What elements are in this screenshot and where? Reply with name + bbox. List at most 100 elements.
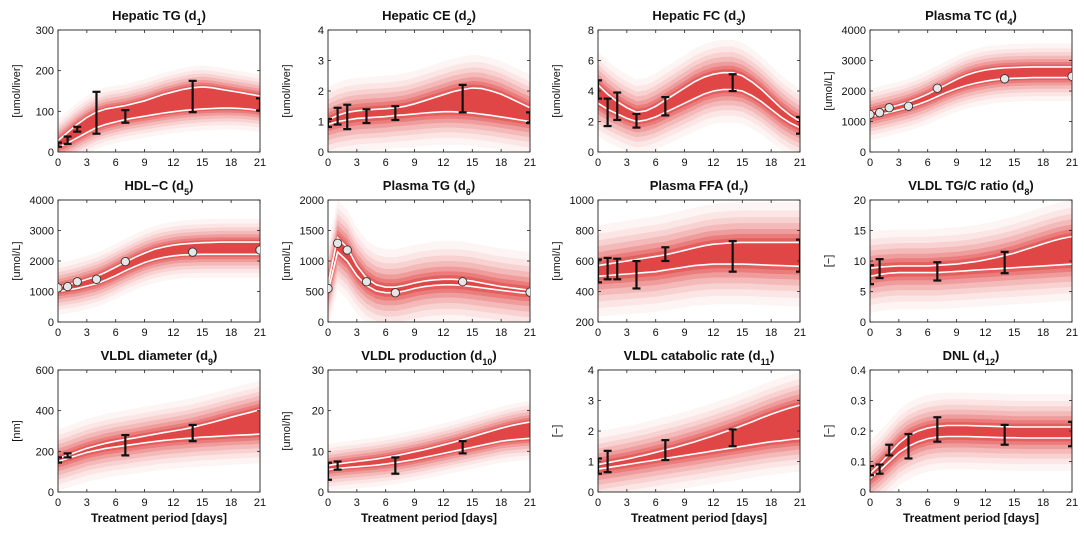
x-tick-label: 3 <box>84 327 90 339</box>
panel-11: 012340 3 6 9 12 15 18 21VLDL catabolic rate (d1… <box>551 348 806 525</box>
x-tick-label: 15 <box>196 327 208 339</box>
y-tick-label: 1 <box>588 457 594 469</box>
data-point <box>885 104 893 112</box>
y-tick-label: 1 <box>318 117 324 129</box>
x-tick-label: 12 <box>167 327 179 339</box>
x-tick-label: 15 <box>466 497 478 509</box>
y-tick-label: 0 <box>860 317 866 329</box>
x-tick-label: 21 <box>1066 157 1078 169</box>
y-tick-label: 2000 <box>300 195 324 207</box>
x-tick-label: 15 <box>1008 327 1020 339</box>
x-tick-label: 0 <box>325 497 331 509</box>
y-tick-label: 2 <box>588 117 594 129</box>
y-tick-label: 8 <box>588 25 594 37</box>
simulation-band <box>598 372 800 502</box>
panel-9: 02004006000 3 6 9 12 15 18 21VLDL diameter (d9)… <box>11 348 266 525</box>
y-tick-label: 200 <box>36 446 54 458</box>
x-tick-label: 15 <box>736 497 748 509</box>
panel-10: 01020300 3 6 9 12 15 18 21VLDL production (d10)… <box>281 348 536 525</box>
x-tick-label: 3 <box>84 157 90 169</box>
x-axis-label: Treatment period [days] <box>361 511 497 525</box>
y-tick-label: 0 <box>318 487 324 499</box>
panel-8: 0 5 10 15 20 0 3 6 9 12 15 18 21 VLDL TG/C ratio (d8)… <box>823 178 1078 339</box>
panel-title: DNL (d12) <box>943 348 1000 367</box>
data-point <box>92 275 100 283</box>
y-tick-label: 100 <box>36 106 54 118</box>
x-tick-label: 12 <box>979 157 991 169</box>
y-tick-label: 0 <box>318 147 324 159</box>
y-tick-label: 3 <box>318 56 324 68</box>
x-tick-label: 21 <box>1066 497 1078 509</box>
panel-6: 05001000150020000 3 6 9 12 15 18 21Plasma TG (d… <box>281 178 536 339</box>
panel-title: VLDL TG/C ratio (d8) <box>908 178 1033 197</box>
panel-title: VLDL catabolic rate (d11) <box>624 348 775 367</box>
x-tick-label: 18 <box>765 497 777 509</box>
panel-title: Hepatic CE (d2) <box>382 8 476 27</box>
x-tick-label: 9 <box>954 157 960 169</box>
simulation-band <box>328 200 530 332</box>
y-tick-label: 0 <box>48 487 54 499</box>
y-tick-label: 2 <box>318 86 324 98</box>
y-tick-label: 4000 <box>30 195 54 207</box>
x-tick-label: 18 <box>225 497 237 509</box>
y-tick-label: 10 <box>312 446 324 458</box>
panel-4: 010002000300040000 3 6 9 12 15 18 21Plasma TC (… <box>823 8 1078 169</box>
x-tick-label: 21 <box>254 497 266 509</box>
y-axis-label: [umol/liver] <box>551 64 563 117</box>
x-tick-label: 12 <box>707 327 719 339</box>
simulation-band <box>870 200 1072 313</box>
simulation-band <box>598 40 800 161</box>
x-tick-label: 18 <box>495 157 507 169</box>
x-tick-label: 6 <box>113 157 119 169</box>
x-tick-label: 9 <box>142 157 148 169</box>
panel-5: 010002000300040000 3 6 9 12 15 18 21HDL−C (d5)[… <box>11 178 266 339</box>
x-tick-label: 0 <box>55 497 61 509</box>
simulation-band <box>870 44 1072 141</box>
x-tick-label: 6 <box>383 157 389 169</box>
x-tick-label: 18 <box>225 327 237 339</box>
data-point <box>333 239 341 247</box>
x-tick-label: 15 <box>466 157 478 169</box>
x-tick-label: 0 <box>325 157 331 169</box>
x-tick-label: 0 <box>867 497 873 509</box>
x-axis-label: Treatment period [days] <box>903 511 1039 525</box>
data-point <box>866 110 874 118</box>
data-point <box>324 284 332 292</box>
y-axis-label: [umol/h] <box>281 411 293 450</box>
x-tick-label: 18 <box>765 157 777 169</box>
y-axis-label: [umol/L] <box>11 241 23 280</box>
y-tick-label: 800 <box>576 226 594 238</box>
y-tick-label: 200 <box>36 66 54 78</box>
y-tick-label: 0 <box>588 487 594 499</box>
x-tick-label: 3 <box>624 327 630 339</box>
x-tick-label: 6 <box>113 497 119 509</box>
x-tick-label: 0 <box>595 497 601 509</box>
x-tick-label: 9 <box>412 157 418 169</box>
x-tick-label: 12 <box>167 497 179 509</box>
x-tick-label: 15 <box>1008 497 1020 509</box>
y-axis-label: [umol/L] <box>281 241 293 280</box>
y-tick-label: 20 <box>312 406 324 418</box>
panel-title: VLDL diameter (d9) <box>101 348 218 367</box>
x-tick-label: 9 <box>142 497 148 509</box>
x-tick-label: 15 <box>196 497 208 509</box>
x-tick-label: 12 <box>707 157 719 169</box>
y-tick-label: 1000 <box>570 195 594 207</box>
data-point <box>121 257 129 265</box>
x-tick-label: 9 <box>682 327 688 339</box>
y-tick-label: 3000 <box>30 226 54 238</box>
x-tick-label: 12 <box>167 157 179 169</box>
y-tick-label: 4000 <box>842 25 866 37</box>
x-tick-label: 21 <box>254 157 266 169</box>
data-point <box>188 248 196 256</box>
simulation-band <box>328 401 530 492</box>
x-tick-label: 21 <box>794 497 806 509</box>
x-tick-label: 3 <box>354 497 360 509</box>
x-tick-label: 21 <box>794 157 806 169</box>
panel-7: 20040060080010000 3 6 9 12 15 18 21Plasma FFA (… <box>551 178 806 339</box>
panel-title: VLDL production (d10) <box>361 348 496 367</box>
data-point <box>362 278 370 286</box>
x-tick-label: 0 <box>595 327 601 339</box>
x-tick-label: 15 <box>1008 157 1020 169</box>
y-tick-label: 600 <box>576 256 594 268</box>
